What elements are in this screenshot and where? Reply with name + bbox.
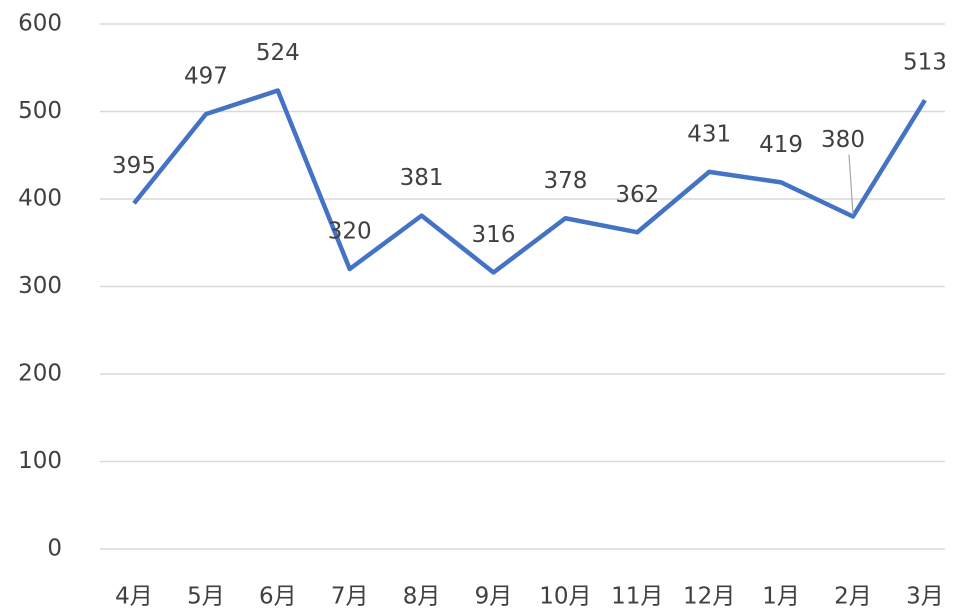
x-tick-label: 12月 (683, 584, 735, 610)
data-label: 320 (328, 219, 372, 245)
x-tick-label: 4月 (115, 584, 153, 610)
x-tick-label: 11月 (611, 584, 663, 610)
data-label: 497 (184, 64, 228, 90)
y-tick-label: 500 (18, 98, 62, 124)
x-tick-label: 8月 (403, 584, 441, 610)
x-tick-label: 7月 (331, 584, 369, 610)
y-tick-label: 400 (18, 186, 62, 212)
x-tick-label: 1月 (762, 584, 800, 610)
data-label: 362 (615, 182, 659, 208)
y-tick-label: 200 (18, 361, 62, 387)
data-label: 381 (400, 165, 444, 191)
x-tick-label: 2月 (834, 584, 872, 610)
data-label: 524 (256, 40, 300, 66)
data-label: 380 (821, 127, 865, 153)
data-label: 431 (687, 121, 731, 147)
data-label: 419 (759, 132, 803, 158)
x-tick-label: 3月 (906, 584, 944, 610)
x-tick-label: 5月 (187, 584, 225, 610)
y-tick-label: 300 (18, 273, 62, 299)
data-label: 316 (472, 222, 516, 248)
data-label: 513 (903, 50, 947, 76)
leader-line (848, 154, 854, 215)
y-tick-label: 0 (47, 536, 62, 562)
line-series (132, 88, 927, 275)
x-tick-label: 6月 (259, 584, 297, 610)
data-label: 395 (112, 153, 156, 179)
y-tick-label: 600 (18, 11, 62, 37)
x-tick-label: 9月 (475, 584, 513, 610)
data-label: 378 (543, 168, 587, 194)
x-tick-label: 10月 (539, 584, 591, 610)
y-tick-label: 100 (18, 448, 62, 474)
